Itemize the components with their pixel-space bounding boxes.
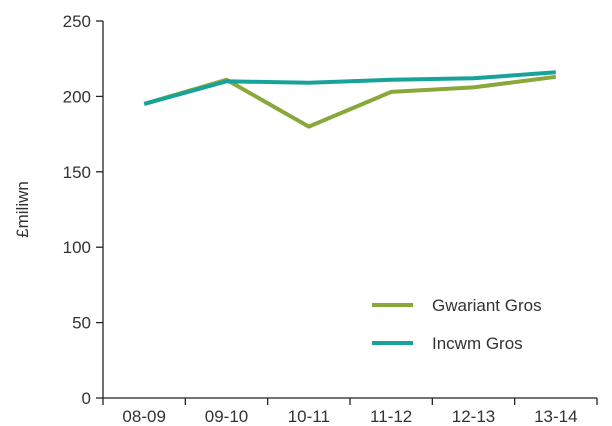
x-tick-label: 11-12 <box>370 407 412 426</box>
chart-axes <box>102 21 597 399</box>
x-tick-label: 13-14 <box>534 407 577 426</box>
y-tick-label: 0 <box>82 389 91 408</box>
y-tick-label: 250 <box>63 12 91 31</box>
y-tick-label: 50 <box>72 314 91 333</box>
y-axis-ticks: 0 50 100 150 200 250 <box>63 12 103 408</box>
x-tick-label: 08-09 <box>122 407 165 426</box>
x-tick-label: 12-13 <box>452 407 495 426</box>
series-line <box>143 70 556 106</box>
legend-label: Incwm Gros <box>432 334 523 353</box>
legend: Gwariant Gros Incwm Gros <box>372 296 542 353</box>
y-axis-title: £miliwn <box>13 181 32 238</box>
x-tick-label: 10-11 <box>288 407 330 426</box>
y-tick-label: 200 <box>63 87 91 106</box>
x-tick-label: 09-10 <box>205 407 248 426</box>
series-lines <box>143 70 557 129</box>
x-axis-ticks: 08-09 09-10 10-11 11-12 12-13 13-14 <box>102 398 598 426</box>
y-tick-label: 150 <box>63 163 91 182</box>
y-tick-label: 100 <box>63 238 91 257</box>
series-line <box>143 74 557 129</box>
legend-label: Gwariant Gros <box>432 296 542 315</box>
